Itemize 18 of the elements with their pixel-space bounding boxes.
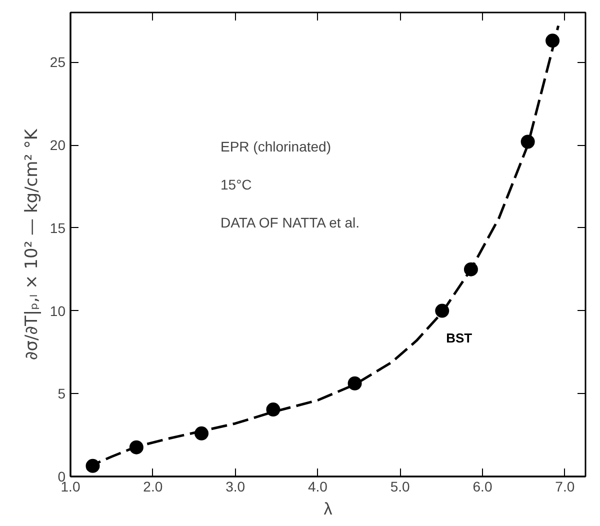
annotation: 15°C xyxy=(220,176,252,192)
x-tick-label: 7.0 xyxy=(555,478,575,494)
x-axis-title: λ xyxy=(324,500,333,518)
series-label: BST xyxy=(446,330,472,346)
y-tick-label: 10 xyxy=(50,302,66,319)
x-tick-label: 2.0 xyxy=(143,478,163,494)
y-tick-label: 5 xyxy=(58,386,66,402)
line-series xyxy=(86,24,560,472)
x-tick-label: 5.0 xyxy=(390,478,410,494)
y-tick-label: 25 xyxy=(50,54,66,70)
y-tick-label: 20 xyxy=(50,137,66,154)
x-tick-label: 4.0 xyxy=(308,478,328,494)
x-tick-label: 3.0 xyxy=(226,478,246,494)
y-axis-title: ∂σ/∂T|ₚ,ₗ × 10² — kg/cm² °K xyxy=(22,128,42,360)
annotation: DATA OF NATTA et al. xyxy=(220,214,360,230)
x-tick-label: 6.0 xyxy=(472,478,492,494)
y-tick-label: 15 xyxy=(50,220,66,236)
annotation: EPR (chlorinated) xyxy=(220,138,331,154)
